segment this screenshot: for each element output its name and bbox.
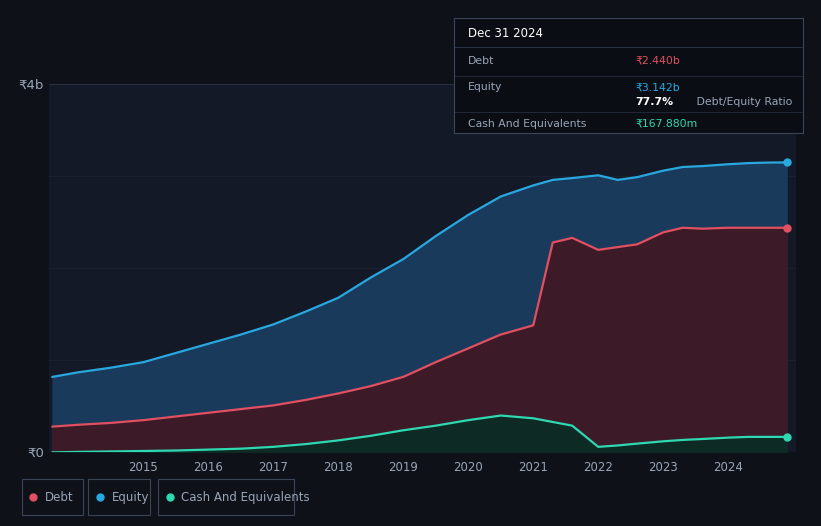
Text: 77.7%: 77.7%: [635, 97, 673, 107]
Text: ₹167.880m: ₹167.880m: [635, 119, 698, 129]
Text: ₹3.142b: ₹3.142b: [635, 82, 681, 92]
Text: Equity: Equity: [112, 491, 149, 503]
Text: Debt: Debt: [468, 56, 494, 66]
Text: Cash And Equivalents: Cash And Equivalents: [181, 491, 310, 503]
Text: ₹2.440b: ₹2.440b: [635, 56, 681, 66]
Text: Dec 31 2024: Dec 31 2024: [468, 27, 543, 40]
Text: Equity: Equity: [468, 82, 502, 92]
Text: Debt/Equity Ratio: Debt/Equity Ratio: [693, 97, 792, 107]
Text: Cash And Equivalents: Cash And Equivalents: [468, 119, 586, 129]
Text: Debt: Debt: [45, 491, 74, 503]
